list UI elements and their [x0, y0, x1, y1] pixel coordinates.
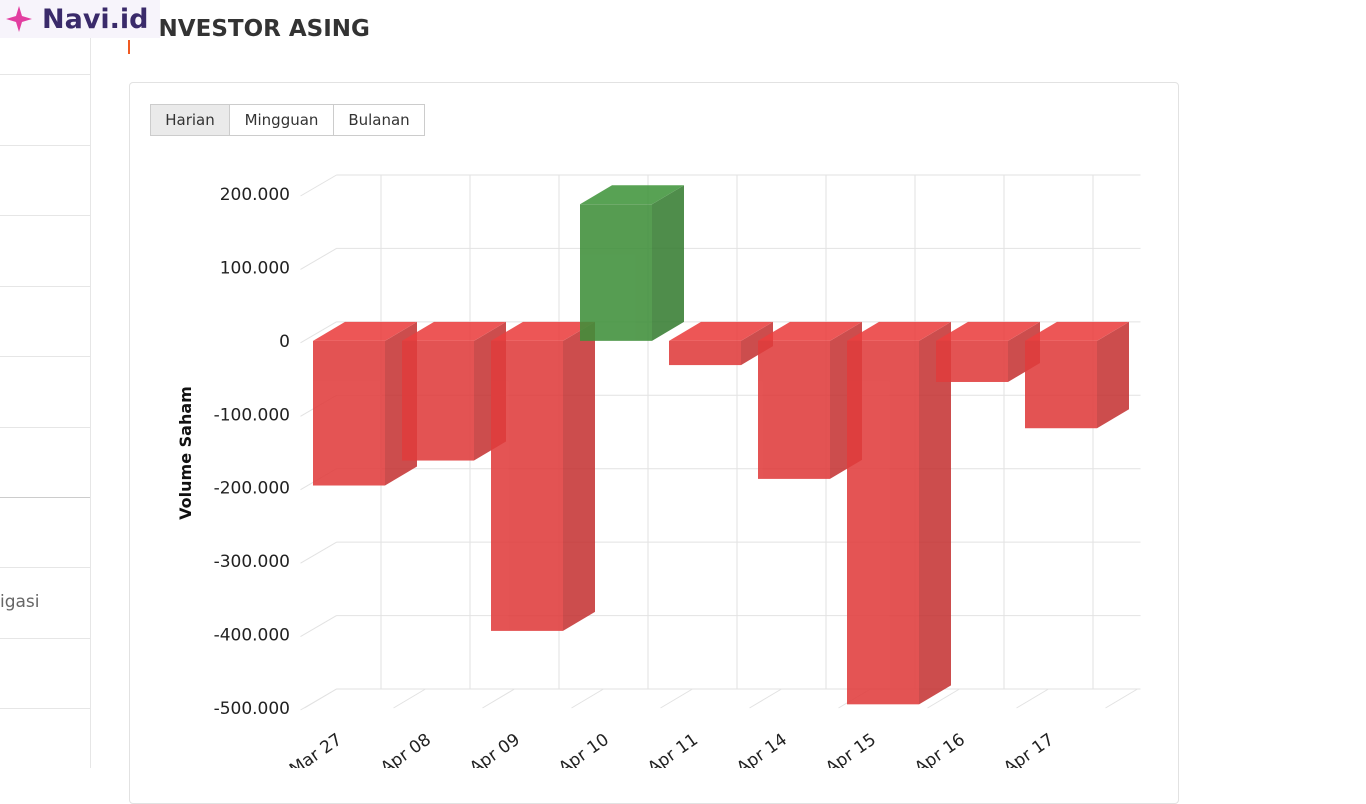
sidebar-divider [0, 215, 90, 216]
y-tick-label: -200.000 [214, 479, 290, 499]
y-tick-label: -500.000 [214, 699, 290, 719]
y-tick-label: 200.000 [220, 185, 290, 205]
bar-top [847, 321, 951, 341]
grid-tick [300, 541, 337, 564]
x-tick-label: Mar 27 [286, 730, 346, 768]
bar-side [1097, 321, 1129, 429]
sidebar-divider [0, 145, 90, 146]
bar-3d [402, 321, 506, 461]
bar [847, 340, 919, 705]
section-title: INVESTOR ASING [150, 16, 370, 42]
bar-side [652, 185, 684, 341]
x-tick-label: Apr 14 [733, 730, 791, 768]
sidebar-divider [0, 356, 90, 357]
grid-tick [300, 615, 337, 638]
x-tick-label: Apr 08 [377, 730, 435, 768]
floor-line [1016, 688, 1049, 709]
bar-3d [936, 321, 1040, 382]
bar [936, 340, 1008, 382]
bar [491, 340, 563, 631]
sidebar-divider [0, 638, 90, 639]
bar [402, 340, 474, 461]
bar-top [313, 321, 417, 341]
y-tick-label: 100.000 [220, 258, 290, 278]
logo[interactable]: Navi.id [0, 0, 160, 38]
bar-top [580, 185, 684, 205]
y-tick-label: -400.000 [214, 626, 290, 646]
grid-tick [300, 321, 337, 344]
bar-top [402, 321, 506, 341]
bar [313, 340, 385, 486]
grid-tick [300, 247, 337, 270]
bar-3d [758, 321, 862, 479]
bar [580, 204, 652, 341]
x-tick-label: Apr 17 [1000, 730, 1058, 768]
bar-3d [1025, 321, 1129, 429]
floor-line [660, 688, 693, 709]
bar-top [758, 321, 862, 341]
floor-line [749, 688, 782, 709]
sidebar-divider [0, 286, 90, 287]
x-tick-label: Apr 15 [822, 730, 880, 768]
chart: Volume Saham 200.000 100.000 0 -100.000 -200… [176, 174, 1141, 768]
grid-tick [300, 688, 337, 711]
x-tick-label: Apr 09 [466, 730, 524, 768]
grid-tick [300, 174, 337, 197]
sidebar-divider [0, 567, 90, 568]
bar-top [491, 321, 595, 341]
sidebar-divider [0, 74, 90, 75]
sidebar-divider [0, 427, 90, 428]
bar-3d [847, 321, 951, 705]
logo-text: Navi.id [42, 3, 149, 35]
x-tick-label: Apr 10 [555, 730, 613, 768]
y-tick-label: -300.000 [214, 552, 290, 572]
floor-line [927, 688, 960, 709]
sidebar-item[interactable]: igasi [0, 592, 40, 612]
logo-icon [6, 6, 32, 32]
y-tick-label: -100.000 [214, 405, 290, 425]
x-tick-label: Apr 11 [644, 730, 702, 768]
bar-3d [669, 321, 773, 366]
floor-line [571, 688, 604, 709]
floor-line [482, 688, 515, 709]
bar-3d [580, 185, 684, 341]
bar-top [669, 321, 773, 341]
bar-side [741, 321, 773, 366]
y-axis-title: Volume Saham [176, 386, 195, 520]
bar [669, 340, 741, 366]
tab-button[interactable]: Mingguan [229, 104, 334, 136]
bar-side [919, 321, 951, 705]
title-accent [128, 40, 130, 54]
bar-3d [491, 321, 595, 631]
bar-top [1025, 321, 1129, 341]
bar-side [563, 321, 595, 631]
bar-top [936, 321, 1040, 341]
sidebar-divider [0, 497, 90, 498]
floor-line [1105, 688, 1138, 709]
bar [1025, 340, 1097, 429]
sidebar-border [90, 0, 91, 768]
y-tick-label: 0 [279, 332, 290, 352]
x-tick-label: Apr 16 [911, 730, 969, 768]
bar-3d [313, 321, 417, 486]
bar [758, 340, 830, 479]
page: igasi INVESTOR ASING Navi.id Harian Ming… [0, 0, 1179, 804]
sidebar-divider [0, 708, 90, 709]
tab-button[interactable]: Bulanan [333, 104, 425, 136]
floor-line [393, 688, 426, 709]
